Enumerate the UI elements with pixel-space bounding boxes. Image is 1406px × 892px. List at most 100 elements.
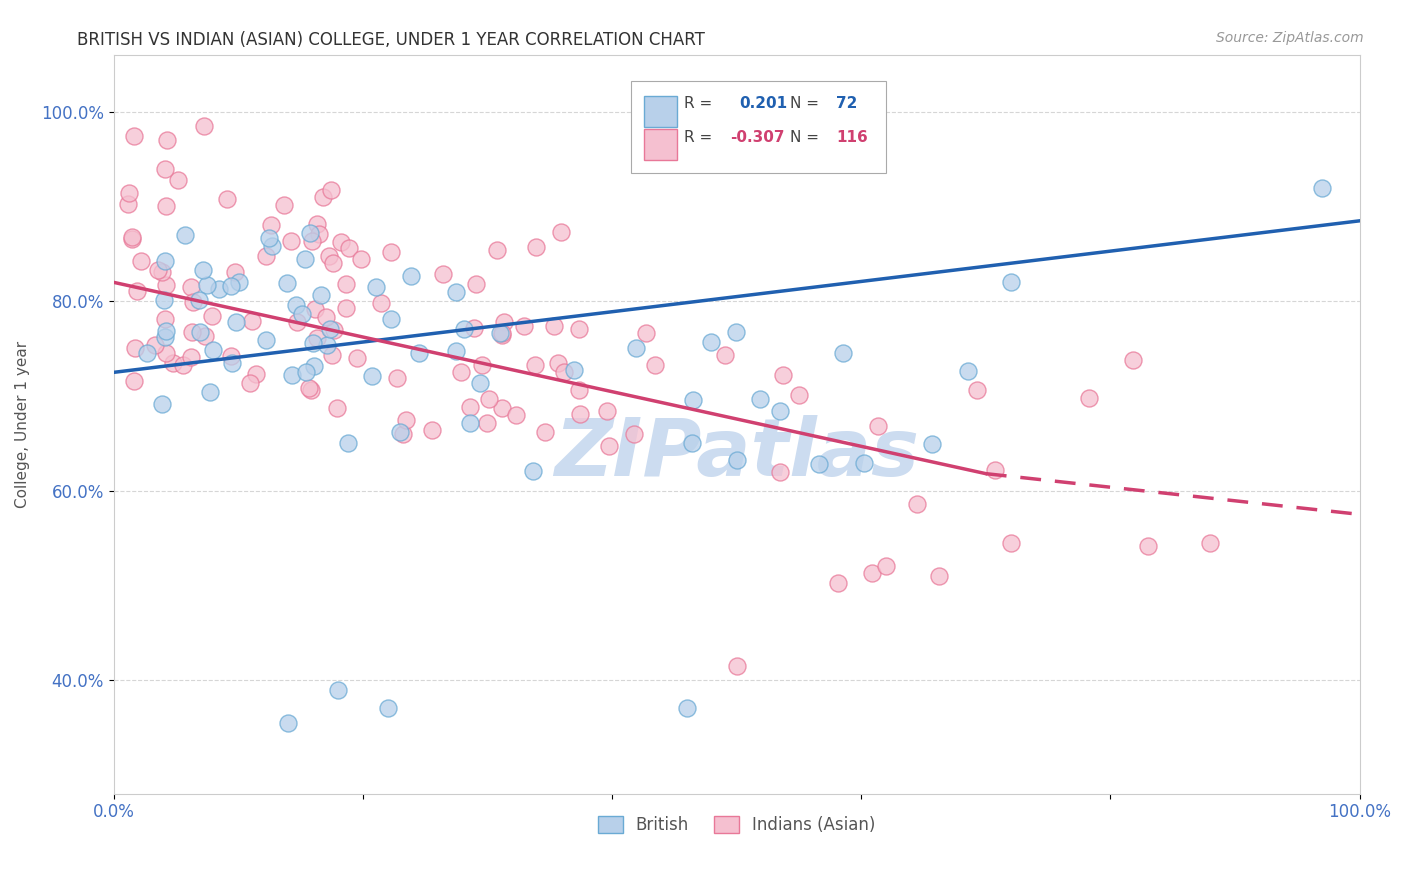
Point [302, 359, 325, 374]
Point [350, 252, 373, 267]
Point [772, 368, 794, 383]
Point [315, 337, 337, 351]
Point [155, 253, 177, 268]
Point [547, 355, 569, 369]
Point [905, 497, 928, 511]
Point [280, 234, 302, 248]
Point [193, 119, 215, 133]
Point [285, 315, 308, 329]
Legend: British, Indians (Asian): British, Indians (Asian) [591, 809, 883, 841]
Point [155, 324, 177, 338]
Point [225, 315, 247, 329]
Point [302, 336, 325, 351]
Point [172, 359, 194, 373]
Point [1000, 276, 1022, 290]
Point [322, 323, 344, 337]
Point [319, 322, 342, 336]
Point [463, 321, 485, 335]
Point [458, 401, 481, 415]
Point [121, 230, 143, 244]
Point [807, 457, 830, 471]
Point [337, 241, 360, 255]
Point [491, 326, 513, 340]
Point [387, 371, 409, 385]
Point [769, 404, 792, 418]
Point [432, 267, 454, 281]
Point [335, 277, 357, 291]
Point [124, 341, 146, 355]
Point [444, 344, 467, 359]
Point [155, 277, 177, 292]
Point [725, 453, 748, 467]
Point [868, 418, 890, 433]
FancyBboxPatch shape [644, 95, 676, 127]
Point [167, 173, 190, 187]
Point [321, 183, 343, 197]
Point [155, 346, 177, 360]
Point [273, 197, 295, 211]
Point [676, 701, 699, 715]
Point [468, 376, 491, 391]
Point [188, 326, 211, 340]
Point [308, 227, 330, 241]
Point [370, 296, 392, 310]
Point [228, 275, 250, 289]
Point [125, 285, 148, 299]
Point [195, 278, 218, 293]
Point [180, 280, 202, 294]
Point [346, 351, 368, 366]
Point [682, 393, 704, 408]
Point [117, 196, 139, 211]
Point [505, 408, 527, 422]
Point [714, 348, 737, 362]
Point [464, 277, 486, 291]
Point [298, 226, 321, 240]
Point [280, 368, 302, 382]
Text: N =: N = [790, 130, 820, 145]
Point [124, 128, 146, 143]
Point [155, 312, 177, 326]
Point [330, 235, 353, 250]
Point [832, 346, 855, 360]
Point [202, 343, 225, 358]
Point [700, 335, 723, 350]
Point [219, 279, 242, 293]
Point [543, 318, 565, 333]
Point [136, 346, 159, 360]
Point [143, 337, 166, 351]
Point [380, 245, 402, 260]
Point [522, 464, 544, 478]
Point [478, 392, 501, 406]
Point [921, 437, 943, 451]
Point [562, 362, 585, 376]
Point [153, 330, 176, 344]
Point [150, 265, 173, 279]
Point [181, 295, 204, 310]
Point [335, 301, 357, 315]
Point [852, 456, 875, 470]
Point [239, 376, 262, 391]
Point [534, 425, 557, 439]
Point [174, 228, 197, 243]
Point [769, 465, 792, 479]
Point [291, 307, 314, 321]
Point [259, 219, 281, 233]
Point [644, 358, 666, 372]
Point [453, 322, 475, 336]
Point [513, 319, 536, 334]
Point [458, 417, 481, 431]
Point [224, 265, 246, 279]
Point [1137, 539, 1160, 553]
Point [380, 311, 402, 326]
Point [240, 314, 263, 328]
Point [277, 715, 299, 730]
Point [399, 268, 422, 283]
Point [254, 249, 277, 263]
Point [245, 367, 267, 381]
Point [827, 576, 849, 591]
Point [155, 133, 177, 147]
Y-axis label: College, Under 1 year: College, Under 1 year [15, 341, 30, 508]
Point [860, 566, 883, 580]
Point [489, 326, 512, 341]
Point [131, 253, 153, 268]
